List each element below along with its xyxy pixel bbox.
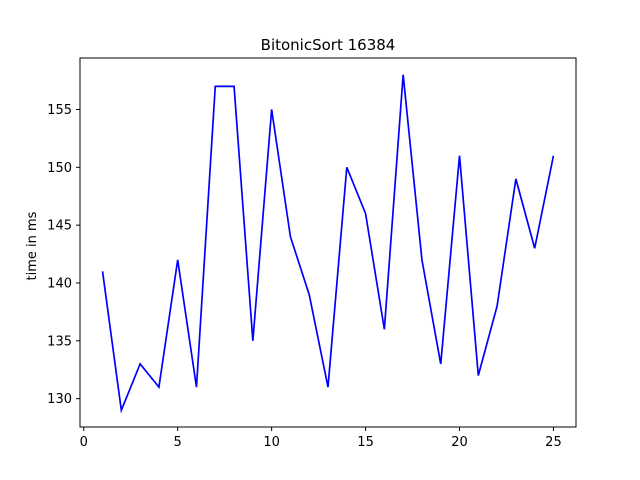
y-tick-label: 130 (47, 392, 72, 407)
x-tick-label: 5 (174, 435, 182, 450)
y-tick-label: 140 (47, 276, 72, 291)
plot-frame (79, 57, 577, 428)
x-tick-label: 20 (451, 435, 468, 450)
y-tick-label: 150 (47, 161, 72, 176)
x-tick-label: 25 (545, 435, 562, 450)
x-tick-label: 15 (357, 435, 374, 450)
series-layer (101, 74, 555, 414)
tick-layer: 0 5 10 15 20 25 130 135 140 145 150 155 (47, 103, 562, 450)
y-tick-label: 135 (47, 334, 72, 349)
y-tick-label: 155 (47, 103, 72, 118)
chart-title: BitonicSort 16384 (261, 36, 396, 54)
x-tick-label: 0 (80, 435, 88, 450)
y-axis-label: time in ms (25, 211, 40, 280)
series-line-1 (101, 74, 555, 414)
plot-area: 0 5 10 15 20 25 130 135 140 145 150 155 (47, 57, 577, 450)
x-tick-label: 10 (263, 435, 280, 450)
y-tick-label: 145 (47, 219, 72, 234)
